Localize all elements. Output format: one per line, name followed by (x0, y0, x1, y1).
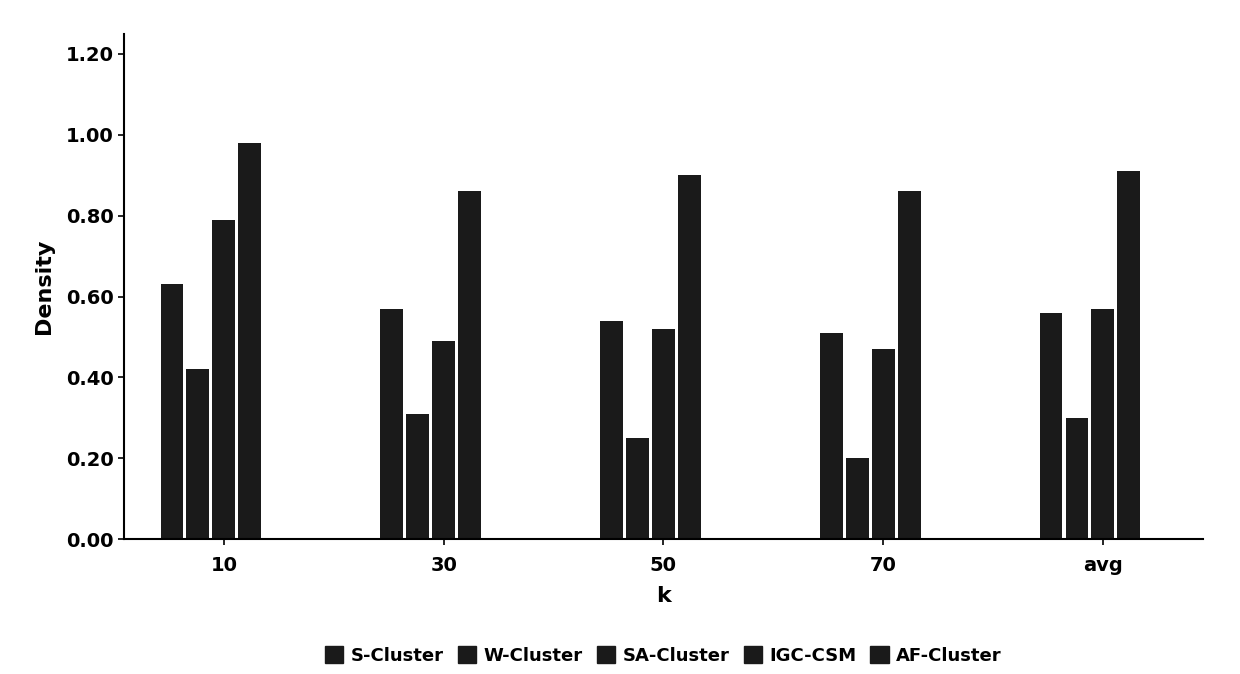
Bar (600, 321, 622, 539)
Bar (1091, 309, 1115, 539)
Bar (820, 333, 843, 539)
Bar (160, 284, 184, 539)
Bar (212, 220, 236, 539)
Bar (381, 309, 403, 539)
Legend: S-Cluster, W-Cluster, SA-Cluster, IGC-CSM, AF-Cluster: S-Cluster, W-Cluster, SA-Cluster, IGC-CS… (319, 639, 1008, 672)
Bar (872, 349, 894, 539)
Bar (1117, 171, 1141, 539)
Y-axis label: Density: Density (35, 239, 55, 334)
Bar (898, 191, 920, 539)
Bar (459, 191, 481, 539)
Bar (407, 414, 429, 539)
Bar (626, 438, 649, 539)
Bar (678, 175, 701, 539)
X-axis label: k: k (656, 586, 671, 606)
Bar (1065, 418, 1089, 539)
Bar (238, 143, 262, 539)
Bar (846, 458, 868, 539)
Bar (433, 341, 455, 539)
Bar (1039, 313, 1063, 539)
Bar (186, 369, 210, 539)
Bar (652, 329, 675, 539)
